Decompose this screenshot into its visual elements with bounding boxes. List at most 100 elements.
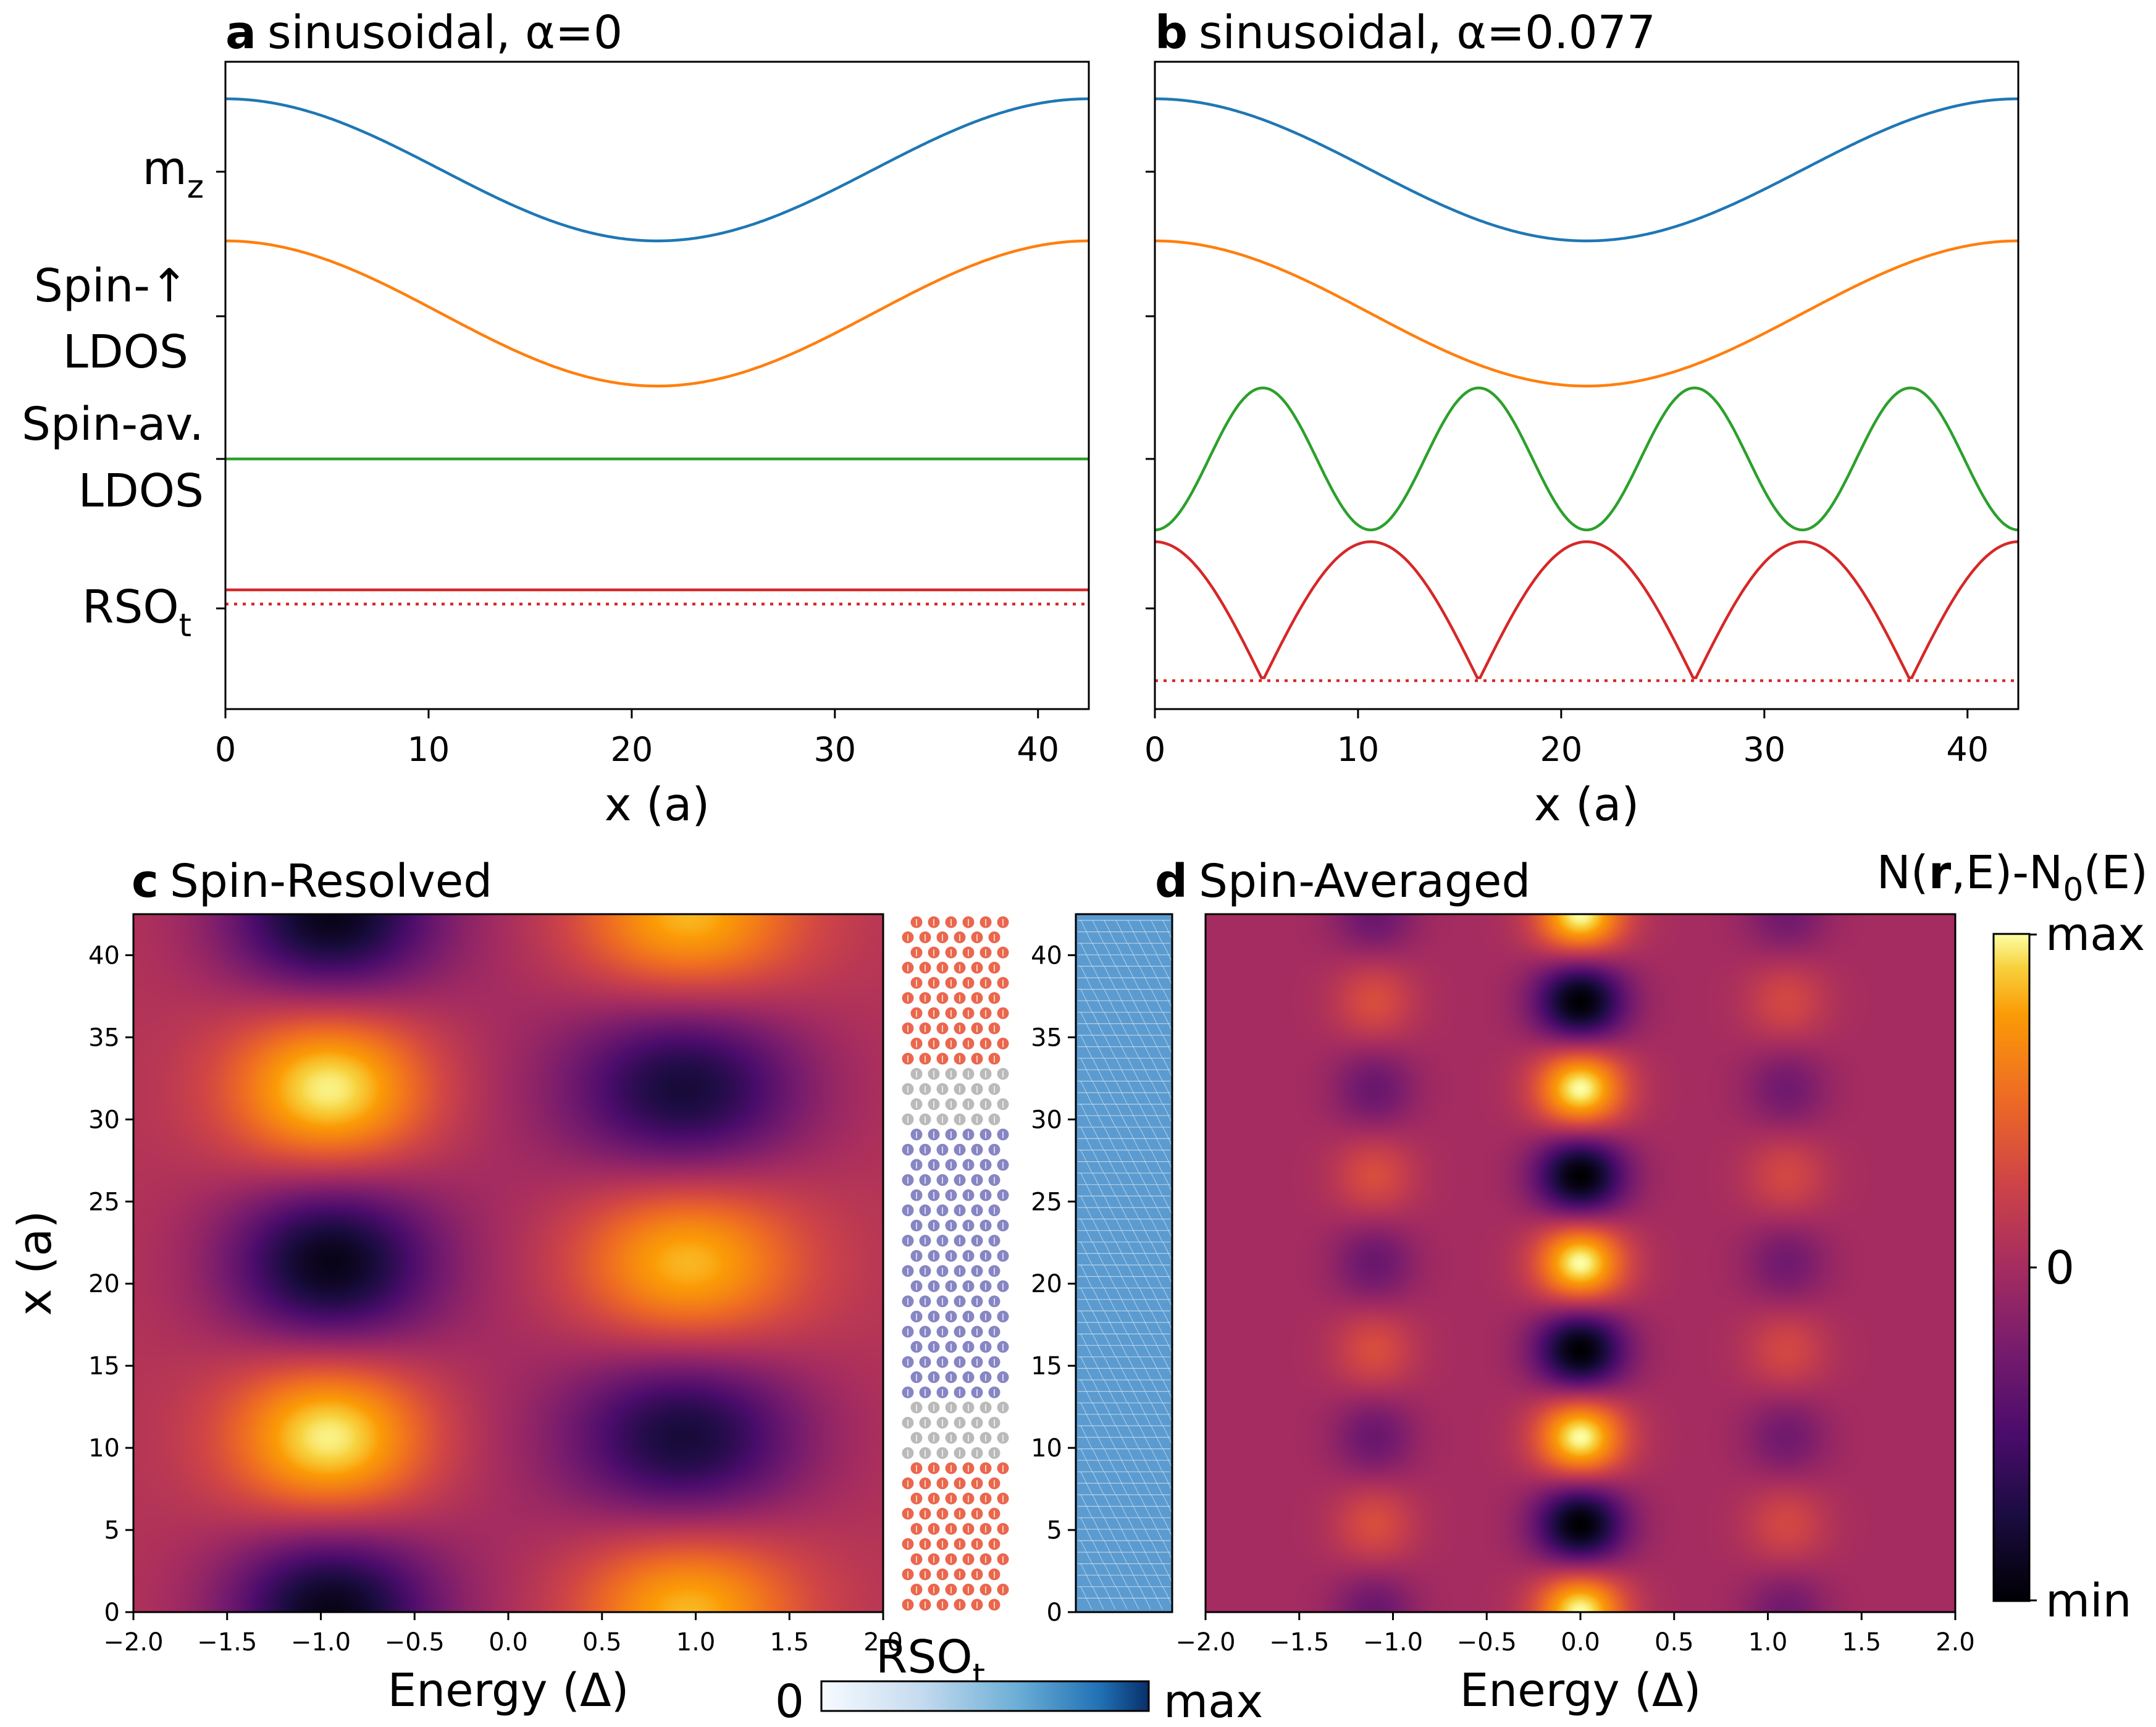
rso-mesh-line (1121, 1207, 1128, 1219)
rso-mesh-line (1121, 1391, 1128, 1403)
panel-c-letter: c (132, 855, 159, 908)
panel-a-title-text: sinusoidal, α=0 (267, 6, 623, 59)
rso-mesh-line (1080, 1057, 1087, 1070)
rso-mesh-line (1115, 1172, 1122, 1185)
panel-c-ytick-label: 15 (88, 1352, 120, 1380)
rso-mesh-line (1086, 954, 1093, 967)
panel-a-plot-lines (225, 97, 1089, 606)
rso-mesh-line (1144, 1023, 1151, 1035)
panel-b-xtick-label: 0 (1144, 730, 1165, 769)
rso-mesh-line (1139, 1264, 1146, 1277)
rso-mesh-line (1086, 1345, 1093, 1357)
rso-mesh-line (1080, 1494, 1087, 1506)
rso-mesh-line (1104, 1379, 1110, 1392)
rso-mesh-line (1092, 1379, 1099, 1392)
rso-mesh-line (1104, 1334, 1110, 1345)
rso-mesh-line (1109, 1046, 1116, 1058)
rso-mesh-line (1092, 989, 1099, 1001)
rso-mesh-line (1156, 1414, 1163, 1426)
rso-mesh-line (1127, 1127, 1134, 1139)
rso-mesh-line (1121, 1345, 1128, 1357)
rso-mesh-line (1109, 1000, 1116, 1012)
rso-mesh-line (1115, 966, 1122, 978)
rso-strip: 0 5 10 15 20 25 30 35 40 (1031, 913, 1175, 1627)
rso-mesh-line (1127, 1081, 1134, 1093)
rso-mesh-line (1092, 1127, 1099, 1139)
rso-mesh-line (1121, 954, 1128, 967)
row-label-spin-av: Spin-av. (22, 398, 204, 451)
rso-mesh-line (1162, 1471, 1169, 1484)
rso-mesh-line (1104, 1356, 1110, 1369)
rso-mesh-line (1144, 1069, 1151, 1082)
rso-mesh-line (1139, 1334, 1146, 1345)
rso-mesh-line (1139, 1379, 1146, 1392)
rso-mesh-line (1097, 1253, 1104, 1265)
rso-mesh-line (1156, 1345, 1163, 1357)
panel-a-xtick-label: 10 (408, 730, 450, 769)
panel-b-frame (1154, 61, 2020, 710)
rso-mesh-line (1139, 1540, 1146, 1552)
rso-mesh-line (1162, 1494, 1169, 1506)
rso-mesh-line (1080, 1311, 1087, 1322)
rso-mesh-line (1086, 1115, 1093, 1127)
rso-mesh-line (1127, 1172, 1134, 1185)
rso-mesh-line (1092, 1287, 1099, 1300)
panel-c-xtick-label: 1.5 (770, 1628, 809, 1657)
rso-mesh-line (1156, 1483, 1163, 1495)
rso-mesh-line (1121, 977, 1128, 990)
rso-strip-ytick-label: 15 (1031, 1352, 1062, 1380)
rso-mesh-line (1080, 1471, 1087, 1484)
rso-mesh-line (1139, 1311, 1146, 1322)
panel-a: a sinusoidal, α=0 0 10 20 30 40 x (a) mz Spin… (22, 6, 1090, 831)
panel-d-x-ticks: −2.0 −1.5 −1.0 −0.5 0.0 0.5 1.0 1.5 2.0 (1175, 1612, 1975, 1657)
rso-mesh-line (1080, 1356, 1087, 1369)
rso-mesh-line (1127, 1586, 1134, 1599)
panel-a-xtick-label: 20 (611, 730, 653, 769)
rso-mesh-line (1127, 1104, 1134, 1116)
rso-mesh-line (1156, 1092, 1163, 1104)
rso-mesh-line (1162, 989, 1169, 1001)
rso-mesh-line (1127, 1035, 1134, 1047)
rso-mesh-line (1115, 1402, 1122, 1414)
rso-mesh-line (1104, 920, 1110, 932)
rso-mesh-line (1162, 920, 1169, 932)
rso-mesh-line (1080, 1586, 1087, 1599)
rso-mesh-line (1162, 1426, 1169, 1437)
rso-mesh-line (1086, 1368, 1093, 1380)
rso-mesh-line (1121, 1322, 1128, 1334)
rso-mesh-line (1144, 1230, 1151, 1242)
rso-mesh-line (1097, 1115, 1104, 1127)
rso-mesh-line (1139, 1448, 1146, 1460)
rso-mesh-line (1080, 1104, 1087, 1116)
rso-mesh-line (1151, 966, 1157, 978)
panel-c-y-ticks: 0 5 10 15 20 25 30 35 40 (88, 941, 133, 1627)
ldos-colorbar-zero: 0 (2045, 1242, 2074, 1295)
rso-mesh-line (1092, 1219, 1099, 1230)
rso-mesh-line (1162, 1517, 1169, 1529)
rso-mesh-line (1092, 1311, 1099, 1322)
rso-mesh-line (1092, 1172, 1099, 1185)
rso-mesh-line (1109, 1069, 1116, 1082)
panel-c-ytick-label: 40 (88, 941, 120, 970)
panel-d-xlabel: Energy (Δ) (1460, 1664, 1701, 1717)
rso-mesh-line (1144, 1092, 1151, 1104)
rso-mesh-line (1086, 1391, 1093, 1403)
rso-mesh-line (1162, 1242, 1169, 1254)
rso-mesh-line (1097, 1092, 1104, 1104)
rso-mesh-line (1151, 1379, 1157, 1392)
rso-mesh-line (1109, 1506, 1116, 1518)
panel-b-xtick-label: 10 (1337, 730, 1380, 769)
rso-mesh-line (1127, 1379, 1134, 1392)
rso-mesh-line (1115, 1540, 1122, 1552)
rso-mesh-line (1144, 1460, 1151, 1472)
rso-mesh-line (1109, 931, 1116, 943)
panel-b-plot-lines (1155, 97, 2018, 683)
panel-a-x-ticks: 0 10 20 30 40 (215, 709, 1059, 769)
rso-mesh-line (1109, 977, 1116, 990)
rso-strip-ytick-label: 5 (1047, 1516, 1062, 1545)
rso-mesh-line (1162, 1012, 1169, 1024)
rso-mesh-line (1109, 1460, 1116, 1472)
rso-mesh-line (1104, 1081, 1110, 1093)
rso-mesh-line (1133, 977, 1139, 990)
rso-mesh-line (1086, 1574, 1093, 1587)
